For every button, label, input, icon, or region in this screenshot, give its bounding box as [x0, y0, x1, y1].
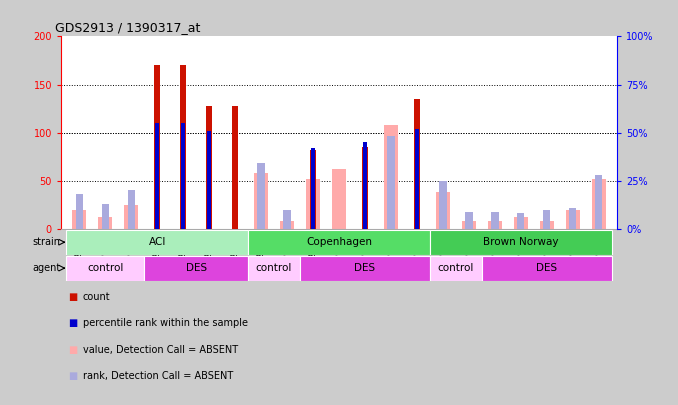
Text: value, Detection Call = ABSENT: value, Detection Call = ABSENT [83, 345, 238, 354]
Text: DES: DES [536, 263, 557, 273]
Bar [248, 230, 430, 255]
Text: Brown Norway: Brown Norway [483, 237, 559, 247]
Bar [124, 205, 138, 229]
Bar [232, 106, 239, 229]
Text: rank, Detection Call = ABSENT: rank, Detection Call = ABSENT [83, 371, 233, 381]
Bar [514, 217, 528, 229]
Text: Copenhagen: Copenhagen [306, 237, 372, 247]
Bar [595, 175, 603, 229]
Bar [155, 123, 159, 229]
Text: ■: ■ [68, 345, 77, 354]
Bar [384, 125, 398, 229]
Text: DES: DES [186, 263, 207, 273]
Bar [180, 65, 186, 229]
Bar [72, 210, 86, 229]
Bar [98, 217, 113, 229]
Bar [144, 256, 248, 281]
Bar [487, 221, 502, 229]
Text: count: count [83, 292, 111, 302]
Bar [543, 210, 551, 229]
Bar [492, 211, 498, 229]
Text: ■: ■ [68, 318, 77, 328]
Bar [363, 142, 367, 229]
Bar [387, 136, 395, 229]
Bar [439, 181, 447, 229]
Bar [592, 179, 606, 229]
Bar [248, 256, 300, 281]
Bar [300, 256, 430, 281]
Text: ■: ■ [68, 292, 77, 302]
Bar [310, 150, 316, 229]
Text: agent: agent [33, 263, 60, 273]
Text: control: control [438, 263, 474, 273]
Bar [283, 210, 291, 229]
Bar [414, 99, 420, 229]
Bar [66, 256, 144, 281]
Bar [517, 213, 525, 229]
Bar [462, 221, 476, 229]
Bar [430, 230, 612, 255]
Text: ■: ■ [68, 371, 77, 381]
Bar [206, 106, 212, 229]
Bar [306, 179, 320, 229]
Bar [254, 173, 268, 229]
Bar [565, 210, 580, 229]
Bar [258, 164, 264, 229]
Bar [332, 169, 346, 229]
Bar [540, 221, 554, 229]
Bar [181, 123, 186, 229]
Bar [569, 208, 576, 229]
Bar [362, 147, 368, 229]
Text: GDS2913 / 1390317_at: GDS2913 / 1390317_at [56, 21, 201, 34]
Text: percentile rank within the sample: percentile rank within the sample [83, 318, 247, 328]
Bar [482, 256, 612, 281]
Bar [280, 221, 294, 229]
Bar [430, 256, 482, 281]
Bar [127, 190, 135, 229]
Text: ACI: ACI [148, 237, 166, 247]
Bar [415, 129, 419, 229]
Text: DES: DES [355, 263, 376, 273]
Bar [154, 65, 161, 229]
Bar [66, 230, 248, 255]
Bar [102, 204, 109, 229]
Bar [436, 192, 450, 229]
Bar [311, 148, 315, 229]
Bar [207, 131, 212, 229]
Bar [465, 211, 473, 229]
Bar [75, 194, 83, 229]
Text: strain: strain [33, 237, 60, 247]
Text: control: control [256, 263, 292, 273]
Text: control: control [87, 263, 123, 273]
